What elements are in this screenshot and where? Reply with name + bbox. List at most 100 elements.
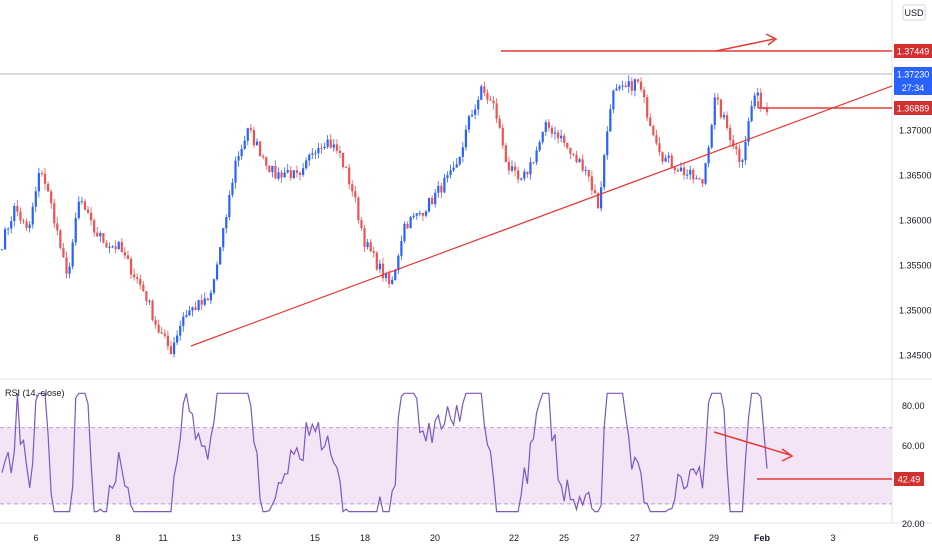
candle-body [655,135,658,144]
candle-body [10,221,13,229]
candle-body [492,100,495,104]
candle-body [563,135,566,143]
time-tick-label: 15 [310,533,320,543]
time-tick-label: 11 [158,533,167,543]
candle-body [62,248,65,258]
rsi-line [1,392,768,513]
candle-body [624,85,627,87]
candle-body [197,300,200,311]
candle-body [338,150,342,153]
candle-body [612,90,615,110]
price-axis[interactable]: 1.34500 1.35000 1.35500 1.36000 1.36500 1.370… [899,126,932,361]
rsi-divergence-arrow-head [781,448,794,462]
candle-body [311,153,314,155]
candle-body [191,307,194,311]
candle-body [185,315,188,317]
candle-body [102,233,105,243]
time-tick-label: Feb [754,533,771,543]
candle-body [105,242,108,248]
candle-body [747,121,750,142]
candle-body [40,173,44,175]
candle-body [652,125,655,136]
candle-body [237,156,240,161]
candle-body [292,170,295,179]
rsi-tick-80: 80.00 [902,401,925,411]
candle-body [636,79,640,82]
candle-body [283,172,286,178]
candle-body [427,198,431,212]
time-tick-label: 29 [709,533,719,543]
candle-body [341,152,345,168]
candle-body [295,170,299,173]
candle-body [286,170,289,173]
candle-body [3,229,7,250]
candle-body [34,191,37,207]
candle-body [599,187,603,209]
candle-body [474,109,477,115]
candle-body [329,139,332,148]
rsi-tick-60: 60.00 [902,441,925,451]
rsi-divergence-line [713,431,791,456]
currency-label: USD [904,8,924,18]
candle-body [701,179,704,184]
candle-body [228,195,231,218]
candle-body [117,242,120,250]
candle-body [0,249,4,251]
candle-body [13,205,16,222]
candle-body [243,140,246,149]
candle-body [154,320,157,325]
candle-body [194,307,197,311]
candle-body [729,127,732,141]
candle-body [719,99,723,118]
candle-body [163,333,166,336]
candle-body [658,143,661,153]
candle-body [172,342,176,355]
time-axis[interactable]: 6 8 11 13 15 18 20 22 25 27 29 Feb 3 [33,533,835,543]
candle-body [225,217,228,229]
candle-body [71,242,74,267]
candle-body [360,220,363,229]
price-pane[interactable] [0,0,892,378]
candle-body [268,165,271,173]
candle-body [148,300,151,302]
candle-body [572,153,575,155]
candle-body [756,92,759,96]
candle-body [348,167,351,185]
currency-box[interactable] [902,4,926,21]
candle-body [458,156,461,165]
resistance-tag-text: 1.37449 [897,47,930,57]
rsi-title[interactable]: RSI (14, close) [5,388,65,398]
candle-body [495,103,498,119]
candle-body [722,115,726,118]
candle-body [713,97,716,126]
candle-body [381,263,385,279]
candle-body [406,223,409,229]
candle-body [741,160,744,162]
candle-body [704,163,707,184]
candle-body [587,169,590,177]
candle-body [231,182,234,196]
candle-body [378,263,381,270]
candle-body [31,206,34,225]
candle-body [526,171,529,175]
candle-body [397,255,400,271]
candle-body [68,266,71,274]
candle-body [738,149,741,162]
candle-body [400,241,403,256]
support-tag-text: 1.36889 [897,104,930,114]
candle-body [615,88,618,91]
candle-body [111,246,114,248]
candle-body [22,220,25,222]
candle-body [593,190,597,194]
candle-body [560,135,563,139]
candle-body [344,167,348,169]
candle-body [332,144,335,148]
time-tick-label: 8 [115,533,120,543]
candle-body [28,224,31,228]
candle-body [206,298,209,301]
candle-body [222,228,225,248]
candle-body [507,162,511,171]
candle-body [255,141,259,146]
